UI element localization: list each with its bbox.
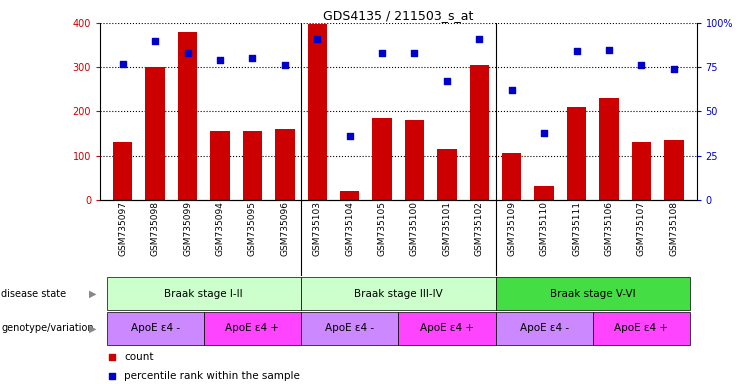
Bar	[275, 129, 295, 200]
Point	[668, 66, 679, 72]
Bar	[243, 131, 262, 200]
Bar	[178, 32, 197, 200]
Bar	[301, 277, 496, 310]
Text: GSM735095: GSM735095	[248, 201, 257, 256]
Text: ApoE ε4 -: ApoE ε4 -	[325, 323, 374, 333]
Text: GSM735094: GSM735094	[216, 201, 225, 256]
Text: GSM735109: GSM735109	[508, 201, 516, 256]
Point	[344, 133, 356, 139]
Text: GSM735103: GSM735103	[313, 201, 322, 256]
Text: ApoE ε4 -: ApoE ε4 -	[130, 323, 180, 333]
Bar	[496, 277, 690, 310]
Text: Braak stage V-VI: Braak stage V-VI	[550, 289, 636, 299]
Bar	[107, 312, 204, 345]
Bar	[599, 98, 619, 200]
Point	[571, 48, 582, 55]
Point	[603, 46, 615, 53]
Text: GSM735110: GSM735110	[539, 201, 548, 256]
Text: GSM735097: GSM735097	[119, 201, 127, 256]
Bar	[145, 67, 165, 200]
Point	[182, 50, 193, 56]
Bar	[308, 24, 327, 200]
Point	[247, 55, 259, 61]
Point	[279, 62, 290, 68]
Text: ApoE ε4 +: ApoE ε4 +	[225, 323, 279, 333]
Text: count: count	[124, 352, 153, 362]
Bar	[340, 191, 359, 200]
Bar	[567, 107, 586, 200]
Text: ▶: ▶	[89, 323, 96, 333]
Point	[376, 50, 388, 56]
Bar	[204, 312, 301, 345]
Text: genotype/variation: genotype/variation	[1, 323, 94, 333]
Bar	[210, 131, 230, 200]
Bar	[664, 140, 684, 200]
Bar	[373, 118, 392, 200]
Point	[441, 78, 453, 84]
Bar	[437, 149, 456, 200]
Bar	[496, 312, 593, 345]
Title: GDS4135 / 211503_s_at: GDS4135 / 211503_s_at	[323, 9, 473, 22]
Point	[408, 50, 420, 56]
Text: GSM735106: GSM735106	[605, 201, 614, 256]
Text: GSM735104: GSM735104	[345, 201, 354, 256]
Bar	[631, 142, 651, 200]
Point	[636, 62, 648, 68]
Text: GSM735098: GSM735098	[150, 201, 159, 256]
Point	[106, 354, 118, 360]
Text: GSM735100: GSM735100	[410, 201, 419, 256]
Point	[538, 129, 550, 136]
Text: ApoE ε4 +: ApoE ε4 +	[420, 323, 474, 333]
Bar	[470, 65, 489, 200]
Text: ApoE ε4 +: ApoE ε4 +	[614, 323, 668, 333]
Bar	[399, 312, 496, 345]
Text: GSM735101: GSM735101	[442, 201, 451, 256]
Text: GSM735107: GSM735107	[637, 201, 646, 256]
Text: ▶: ▶	[89, 289, 96, 299]
Point	[506, 87, 518, 93]
Text: GSM735099: GSM735099	[183, 201, 192, 256]
Point	[311, 36, 323, 42]
Bar	[502, 153, 522, 200]
Point	[117, 61, 129, 67]
Text: Braak stage I-II: Braak stage I-II	[165, 289, 243, 299]
Bar	[534, 187, 554, 200]
Text: Braak stage III-IV: Braak stage III-IV	[354, 289, 442, 299]
Bar	[593, 312, 690, 345]
Text: GSM735111: GSM735111	[572, 201, 581, 256]
Bar	[301, 312, 399, 345]
Bar	[113, 142, 133, 200]
Point	[214, 57, 226, 63]
Text: GSM735096: GSM735096	[280, 201, 289, 256]
Text: GSM735108: GSM735108	[669, 201, 678, 256]
Text: disease state: disease state	[1, 289, 67, 299]
Bar	[107, 277, 301, 310]
Bar	[405, 120, 424, 200]
Point	[106, 373, 118, 379]
Text: percentile rank within the sample: percentile rank within the sample	[124, 371, 300, 381]
Text: GSM735105: GSM735105	[378, 201, 387, 256]
Point	[149, 38, 161, 44]
Text: ApoE ε4 -: ApoE ε4 -	[519, 323, 569, 333]
Text: GSM735102: GSM735102	[475, 201, 484, 256]
Point	[473, 36, 485, 42]
